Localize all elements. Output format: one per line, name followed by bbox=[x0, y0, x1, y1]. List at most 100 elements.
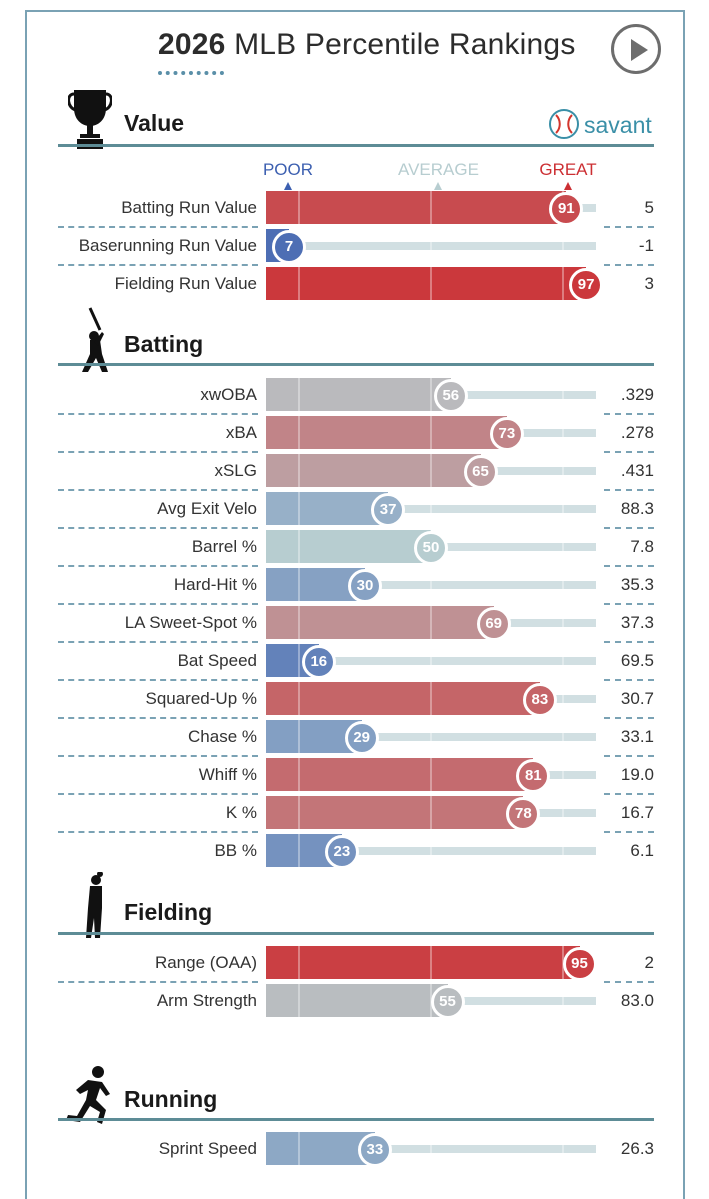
poor-arrow bbox=[284, 182, 292, 190]
row-divider bbox=[604, 641, 654, 643]
metric-raw-value: .431 bbox=[620, 461, 654, 480]
percentile-bar[interactable] bbox=[266, 454, 481, 487]
row-divider bbox=[58, 565, 258, 567]
metric-raw-value: 7.8 bbox=[630, 537, 654, 556]
percentile-value: 29 bbox=[344, 720, 379, 755]
row-divider bbox=[604, 489, 654, 491]
percentile-value: 56 bbox=[433, 378, 468, 413]
percentile-track bbox=[266, 733, 596, 741]
row-divider bbox=[604, 565, 654, 567]
percentile-bar[interactable] bbox=[266, 267, 587, 300]
metric-raw-value: 33.1 bbox=[620, 727, 654, 746]
percentile-value: 33 bbox=[357, 1132, 392, 1167]
metric-label: BB % bbox=[214, 841, 257, 860]
metric-label: Baserunning Run Value bbox=[78, 236, 257, 255]
metric-raw-value: 35.3 bbox=[620, 575, 654, 594]
percentile-bar[interactable] bbox=[266, 191, 567, 224]
metric-raw-value: 37.3 bbox=[620, 613, 654, 632]
fielder-icon bbox=[86, 872, 103, 938]
percentile-value: 91 bbox=[549, 191, 584, 226]
percentile-bar[interactable] bbox=[266, 796, 524, 829]
card-frame bbox=[25, 10, 685, 1199]
row-divider bbox=[58, 641, 258, 643]
metric-label: LA Sweet-Spot % bbox=[124, 613, 257, 632]
reference-line bbox=[562, 191, 564, 300]
metric-label: Arm Strength bbox=[156, 991, 257, 1010]
metric-label: Barrel % bbox=[191, 537, 257, 556]
percentile-value: 37 bbox=[371, 492, 406, 527]
metric-raw-value: 30.7 bbox=[620, 689, 654, 708]
metric-raw-value: .329 bbox=[620, 385, 654, 404]
metric-raw-value: 69.5 bbox=[620, 651, 654, 670]
row-divider bbox=[604, 831, 654, 833]
average-text: AVERAGE bbox=[398, 160, 479, 179]
percentile-value: 83 bbox=[522, 682, 557, 717]
metric-label: Avg Exit Velo bbox=[157, 499, 257, 518]
scale-label-poor: POOR bbox=[262, 160, 314, 190]
percentile-bar[interactable] bbox=[266, 682, 540, 715]
row-divider bbox=[58, 603, 258, 605]
percentile-bar[interactable] bbox=[266, 984, 448, 1017]
percentile-value: 97 bbox=[569, 267, 604, 302]
brand-name: savant bbox=[584, 112, 652, 138]
title-text: MLB Percentile Rankings bbox=[234, 28, 576, 61]
section-title-batting: Batting bbox=[124, 331, 204, 357]
page-title: 2026 MLB Percentile Rankings bbox=[158, 28, 576, 62]
section-title-value: Value bbox=[124, 110, 185, 136]
metric-label: Whiff % bbox=[198, 765, 257, 784]
metric-label: xBA bbox=[225, 423, 257, 442]
reference-line bbox=[298, 1132, 300, 1165]
percentile-bar[interactable] bbox=[266, 416, 507, 449]
metric-raw-value: 2 bbox=[644, 953, 654, 972]
metric-label: xwOBA bbox=[200, 385, 257, 404]
row-divider bbox=[58, 226, 258, 228]
row-divider bbox=[604, 527, 654, 529]
row-divider bbox=[58, 489, 258, 491]
percentile-bar[interactable] bbox=[266, 946, 580, 979]
reference-line bbox=[562, 378, 564, 867]
reference-line bbox=[430, 946, 432, 1017]
row-divider bbox=[604, 451, 654, 453]
percentile-value: 30 bbox=[348, 568, 382, 603]
section-title-running: Running bbox=[124, 1086, 218, 1112]
percentile-value: 65 bbox=[463, 454, 498, 489]
reference-line bbox=[430, 378, 432, 867]
metric-raw-value: 16.7 bbox=[620, 803, 654, 822]
row-divider bbox=[58, 755, 258, 757]
percentile-bar[interactable] bbox=[266, 530, 431, 563]
average-arrow bbox=[434, 182, 442, 190]
row-divider bbox=[58, 793, 258, 795]
percentile-value: 73 bbox=[489, 416, 524, 451]
metric-raw-value: 3 bbox=[644, 274, 654, 293]
percentile-track bbox=[266, 505, 596, 513]
reference-line bbox=[562, 946, 564, 1017]
percentile-track bbox=[266, 657, 596, 665]
reference-line bbox=[430, 191, 432, 300]
section-divider bbox=[58, 1118, 654, 1121]
percentile-bar[interactable] bbox=[266, 492, 389, 525]
percentile-bar[interactable] bbox=[266, 378, 451, 411]
percentile-value: 81 bbox=[516, 758, 551, 793]
percentile-value: 95 bbox=[562, 946, 597, 981]
section-divider bbox=[58, 932, 654, 935]
section-title-fielding: Fielding bbox=[124, 899, 213, 925]
title-underline bbox=[158, 71, 224, 75]
savant-logo[interactable]: savant bbox=[548, 108, 652, 145]
reference-line bbox=[562, 1132, 564, 1165]
trophy-icon bbox=[68, 90, 112, 149]
metric-raw-value: -1 bbox=[638, 236, 654, 255]
title-year: 2026 bbox=[158, 28, 226, 61]
percentile-track bbox=[266, 847, 596, 855]
percentile-bar[interactable] bbox=[266, 1132, 375, 1165]
play-icon[interactable] bbox=[611, 24, 661, 74]
percentile-value: 50 bbox=[414, 530, 448, 565]
metric-raw-value: 83.0 bbox=[620, 991, 654, 1010]
great-text: GREAT bbox=[539, 160, 597, 179]
percentile-bar[interactable] bbox=[266, 758, 534, 791]
row-divider bbox=[604, 226, 654, 228]
percentile-track bbox=[266, 581, 596, 589]
percentile-bar[interactable] bbox=[266, 606, 494, 639]
row-divider bbox=[604, 755, 654, 757]
scale-label-great: GREAT bbox=[538, 160, 598, 190]
row-divider bbox=[604, 413, 654, 415]
